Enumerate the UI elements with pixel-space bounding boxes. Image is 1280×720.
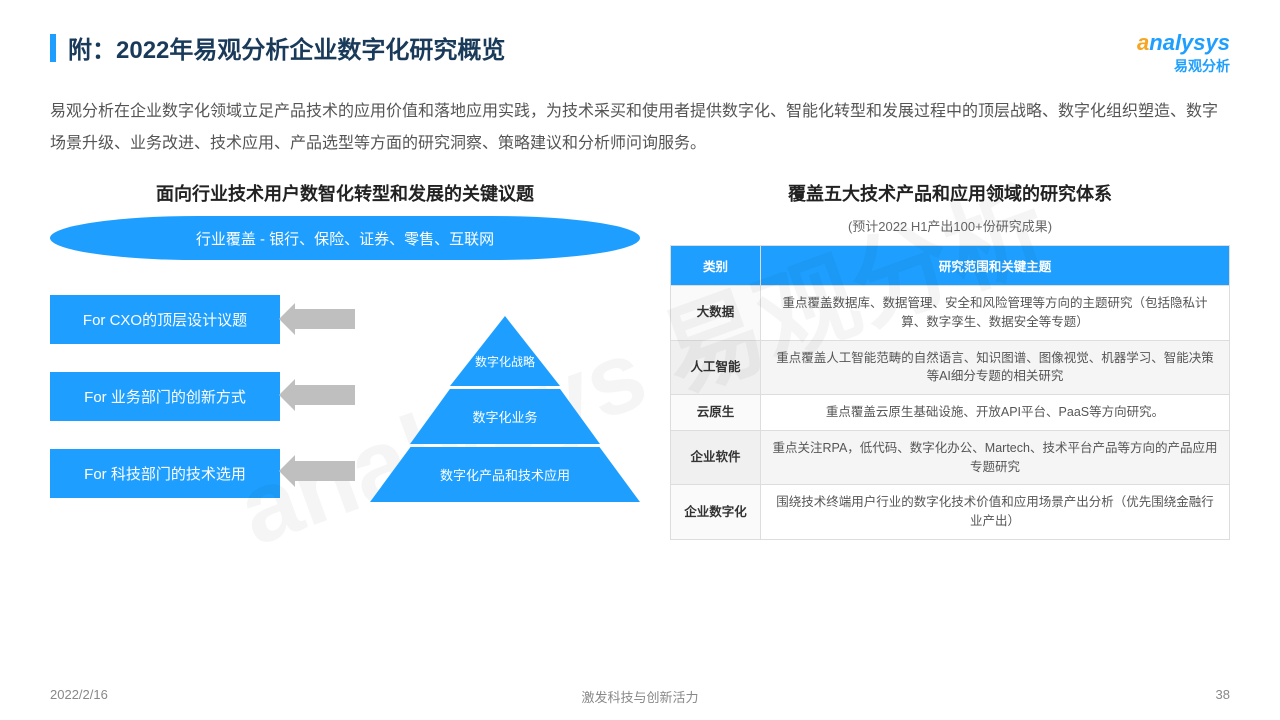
pyramid-bot: 数字化产品和技术应用 — [370, 447, 640, 502]
box-business: For 业务部门的创新方式 — [50, 372, 280, 421]
footer-slogan: 激发科技与创新活力 — [581, 687, 698, 706]
box-cxo: For CXO的顶层设计议题 — [50, 295, 280, 344]
logo-text: nalysys — [1149, 30, 1230, 55]
right-section-subtitle: (预计2022 H1产出100+份研究成果) — [670, 216, 1230, 235]
logo-subtitle: 易观分析 — [1137, 56, 1230, 76]
cell-desc: 围绕技术终端用户行业的数字化技术价值和应用场景产出分析（优先围绕金融行业产出） — [761, 485, 1230, 540]
footer-page-number: 38 — [1216, 687, 1230, 702]
left-section-title: 面向行业技术用户数智化转型和发展的关键议题 — [50, 180, 640, 206]
col-scope: 研究范围和关键主题 — [761, 246, 1230, 286]
arrow-left-icon — [295, 309, 355, 329]
content-area: 面向行业技术用户数智化转型和发展的关键议题 行业覆盖 - 银行、保险、证券、零售… — [0, 170, 1280, 540]
cell-category: 云原生 — [671, 395, 761, 431]
research-table: 类别 研究范围和关键主题 大数据重点覆盖数据库、数据管理、安全和风险管理等方向的… — [670, 245, 1230, 540]
pyramid-diagram: 数字化战略 数字化业务 数字化产品和技术应用 — [370, 285, 640, 505]
footer-date: 2022/2/16 — [50, 687, 108, 702]
arrow-left-icon — [295, 385, 355, 405]
right-section-title: 覆盖五大技术产品和应用领域的研究体系 — [670, 180, 1230, 206]
page-title: 附：2022年易观分析企业数字化研究概览 — [68, 30, 505, 65]
table-row: 大数据重点覆盖数据库、数据管理、安全和风险管理等方向的主题研究（包括隐私计算、数… — [671, 286, 1230, 341]
right-panel: 覆盖五大技术产品和应用领域的研究体系 (预计2022 H1产出100+份研究成果… — [670, 180, 1230, 540]
cell-desc: 重点覆盖数据库、数据管理、安全和风险管理等方向的主题研究（包括隐私计算、数字孪生… — [761, 286, 1230, 341]
cell-category: 企业数字化 — [671, 485, 761, 540]
cell-category: 大数据 — [671, 286, 761, 341]
left-panel: 面向行业技术用户数智化转型和发展的关键议题 行业覆盖 - 银行、保险、证券、零售… — [50, 180, 640, 540]
table-row: 企业数字化围绕技术终端用户行业的数字化技术价值和应用场景产出分析（优先围绕金融行… — [671, 485, 1230, 540]
arrows-column — [290, 295, 360, 495]
pyramid-mid: 数字化业务 — [410, 389, 600, 444]
logo: analysys 易观分析 — [1137, 30, 1230, 76]
logo-accent: a — [1137, 30, 1149, 55]
table-row: 企业软件重点关注RPA，低代码、数字化办公、Martech、技术平台产品等方向的… — [671, 430, 1230, 485]
cell-category: 人工智能 — [671, 340, 761, 395]
arrow-left-icon — [295, 461, 355, 481]
cell-desc: 重点覆盖云原生基础设施、开放API平台、PaaS等方向研究。 — [761, 395, 1230, 431]
cell-category: 企业软件 — [671, 430, 761, 485]
header: 附：2022年易观分析企业数字化研究概览 analysys 易观分析 — [0, 0, 1280, 76]
box-tech: For 科技部门的技术选用 — [50, 449, 280, 498]
topic-boxes: For CXO的顶层设计议题 For 业务部门的创新方式 For 科技部门的技术… — [50, 295, 280, 498]
title-accent-bar — [50, 34, 56, 62]
cell-desc: 重点覆盖人工智能范畴的自然语言、知识图谱、图像视觉、机器学习、智能决策等AI细分… — [761, 340, 1230, 395]
col-category: 类别 — [671, 246, 761, 286]
pyramid-top: 数字化战略 — [450, 316, 560, 386]
table-row: 云原生重点覆盖云原生基础设施、开放API平台、PaaS等方向研究。 — [671, 395, 1230, 431]
cell-desc: 重点关注RPA，低代码、数字化办公、Martech、技术平台产品等方向的产品应用… — [761, 430, 1230, 485]
table-row: 人工智能重点覆盖人工智能范畴的自然语言、知识图谱、图像视觉、机器学习、智能决策等… — [671, 340, 1230, 395]
industry-coverage-ellipse: 行业覆盖 - 银行、保险、证券、零售、互联网 — [50, 216, 640, 260]
footer: 2022/2/16 激发科技与创新活力 38 — [0, 687, 1280, 702]
intro-paragraph: 易观分析在企业数字化领域立足产品技术的应用价值和落地应用实践，为技术采买和使用者… — [0, 76, 1280, 170]
